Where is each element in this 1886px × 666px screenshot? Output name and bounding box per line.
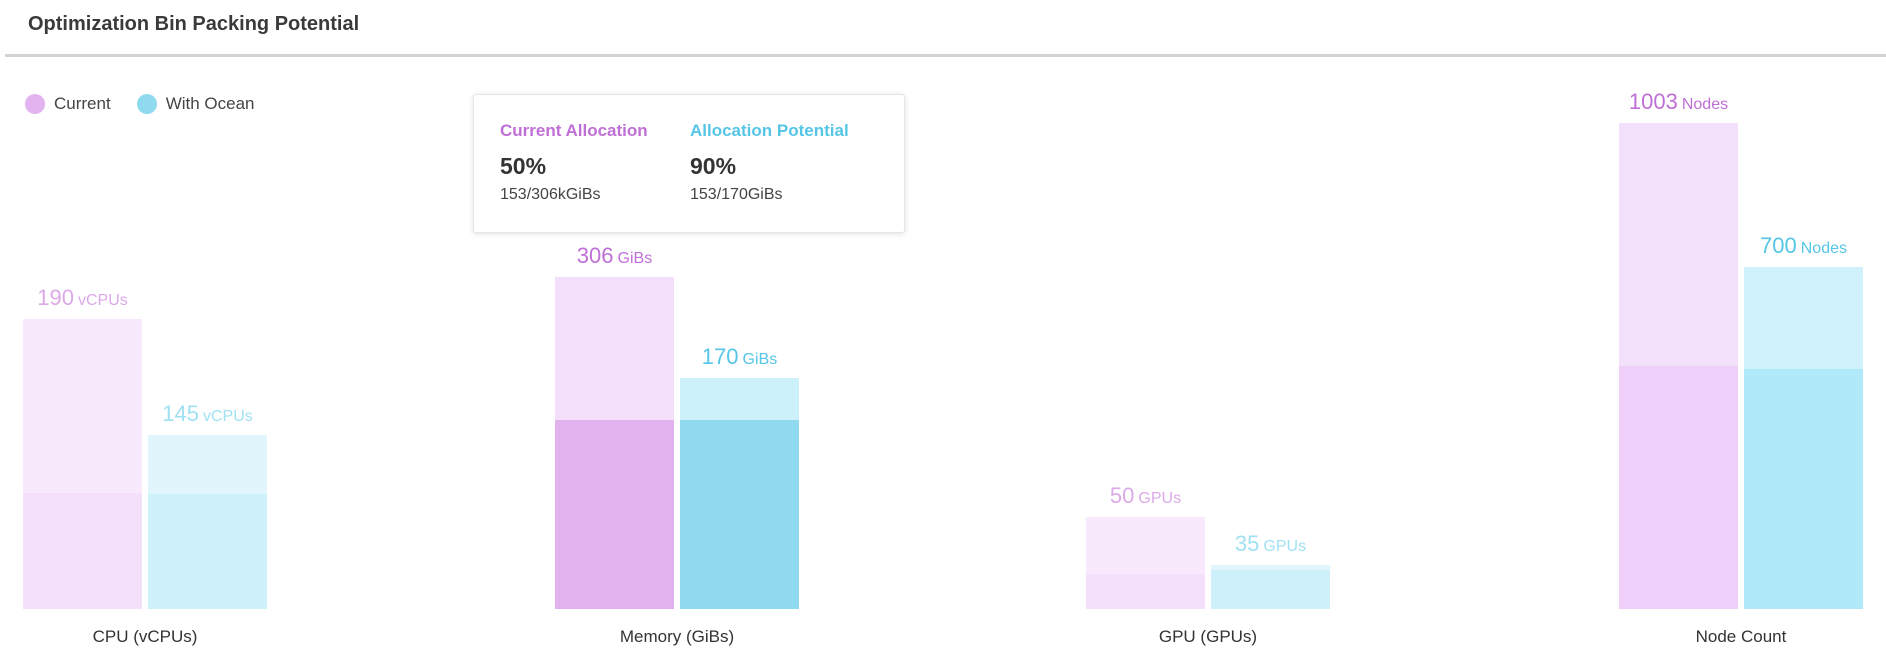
bar-with-ocean[interactable] bbox=[680, 378, 799, 609]
bar-used-segment bbox=[1619, 366, 1738, 609]
legend-item-with-ocean[interactable]: With Ocean bbox=[136, 94, 255, 114]
value-unit: vCPUs bbox=[77, 292, 128, 309]
tooltip-current-value: 50% bbox=[500, 153, 547, 179]
bar-current[interactable] bbox=[23, 319, 142, 609]
value-unit: GiBs bbox=[617, 250, 653, 267]
allocation-tooltip: Current Allocation 50% 153/306kGiBs Allo… bbox=[473, 94, 905, 233]
value-label: 170 GiBs bbox=[640, 344, 840, 370]
legend-item-current[interactable]: Current bbox=[25, 94, 111, 114]
value-unit: GiBs bbox=[742, 351, 778, 369]
tooltip-potential-value: 90% bbox=[690, 153, 737, 179]
tooltip-potential: Allocation Potential 90% 153/170GiBs bbox=[690, 121, 849, 204]
value-label: 145 vCPUs bbox=[108, 401, 308, 427]
value-unit: GPUs bbox=[1138, 490, 1182, 507]
value-unit: GPUs bbox=[1263, 537, 1307, 555]
value-number: 700 bbox=[1760, 232, 1797, 258]
bar-used-segment bbox=[148, 494, 267, 609]
bar-capacity-segment bbox=[1744, 266, 1863, 370]
bar-current[interactable] bbox=[555, 277, 674, 609]
bar-used-segment bbox=[1744, 369, 1863, 609]
value-number: 145 bbox=[162, 401, 199, 426]
tooltip-current-heading: Current Allocation bbox=[500, 121, 648, 140]
widget-title: Optimization Bin Packing Potential bbox=[28, 13, 360, 35]
legend-label: With Ocean bbox=[165, 94, 255, 113]
bar-current[interactable] bbox=[1619, 123, 1738, 609]
tooltip-current: Current Allocation 50% 153/306kGiBs bbox=[500, 121, 648, 204]
value-unit: Nodes bbox=[1681, 96, 1729, 113]
value-number: 1003 bbox=[1628, 89, 1678, 114]
bar-current[interactable] bbox=[1086, 517, 1205, 609]
bar-capacity-segment bbox=[23, 319, 142, 493]
bar-used-segment bbox=[1086, 574, 1205, 609]
legend-label: Current bbox=[54, 94, 111, 113]
bar-capacity-segment bbox=[1619, 123, 1738, 366]
bar-capacity-segment bbox=[555, 277, 674, 420]
tooltip-potential-detail: 153/170GiBs bbox=[690, 186, 783, 203]
bar-used-segment bbox=[1211, 569, 1330, 609]
bar-capacity-segment bbox=[1086, 517, 1205, 575]
value-label: 1003 Nodes bbox=[1579, 89, 1779, 115]
bar-with-ocean[interactable] bbox=[1211, 564, 1330, 609]
category-label: Node Count bbox=[1695, 627, 1787, 646]
category-label: CPU (vCPUs) bbox=[92, 627, 198, 646]
legend: Current With Ocean bbox=[25, 94, 273, 114]
bar-used-segment bbox=[680, 419, 799, 609]
value-unit: Nodes bbox=[1800, 239, 1847, 257]
value-number: 190 bbox=[37, 285, 74, 310]
category-label: Memory (GiBs) bbox=[619, 627, 735, 646]
tooltip-potential-heading: Allocation Potential bbox=[690, 121, 849, 140]
value-number: 35 bbox=[1234, 530, 1260, 556]
bar-capacity-segment bbox=[148, 435, 267, 495]
value-number: 170 bbox=[701, 344, 739, 370]
value-label: 700 Nodes bbox=[1704, 233, 1886, 259]
value-label: 50 GPUs bbox=[1046, 483, 1246, 509]
tooltip-current-detail: 153/306kGiBs bbox=[500, 186, 601, 203]
value-number: 50 bbox=[1109, 483, 1135, 508]
bar-with-ocean[interactable] bbox=[1744, 266, 1863, 609]
value-label: 35 GPUs bbox=[1171, 531, 1371, 557]
value-number: 306 bbox=[576, 243, 614, 268]
category-label: GPU (GPUs) bbox=[1158, 627, 1258, 646]
value-label: 306 GiBs bbox=[515, 243, 715, 269]
legend-dot-current-icon bbox=[25, 94, 45, 114]
bar-used-segment bbox=[555, 419, 674, 609]
bar-with-ocean[interactable] bbox=[148, 435, 267, 609]
bar-capacity-segment bbox=[680, 378, 799, 420]
header-divider bbox=[5, 54, 1886, 57]
value-label: 190 vCPUs bbox=[0, 285, 183, 311]
value-unit: vCPUs bbox=[202, 408, 253, 425]
bar-used-segment bbox=[23, 493, 142, 609]
legend-dot-ocean-icon bbox=[136, 94, 157, 114]
bar-capacity-segment bbox=[1211, 564, 1330, 570]
